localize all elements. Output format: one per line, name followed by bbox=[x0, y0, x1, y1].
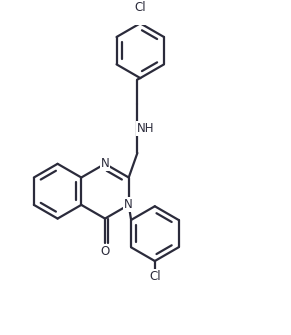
Text: N: N bbox=[124, 198, 133, 211]
Text: NH: NH bbox=[137, 122, 154, 135]
Text: O: O bbox=[100, 245, 110, 258]
Text: Cl: Cl bbox=[149, 270, 161, 283]
Text: N: N bbox=[101, 157, 109, 170]
Text: Cl: Cl bbox=[134, 1, 146, 14]
